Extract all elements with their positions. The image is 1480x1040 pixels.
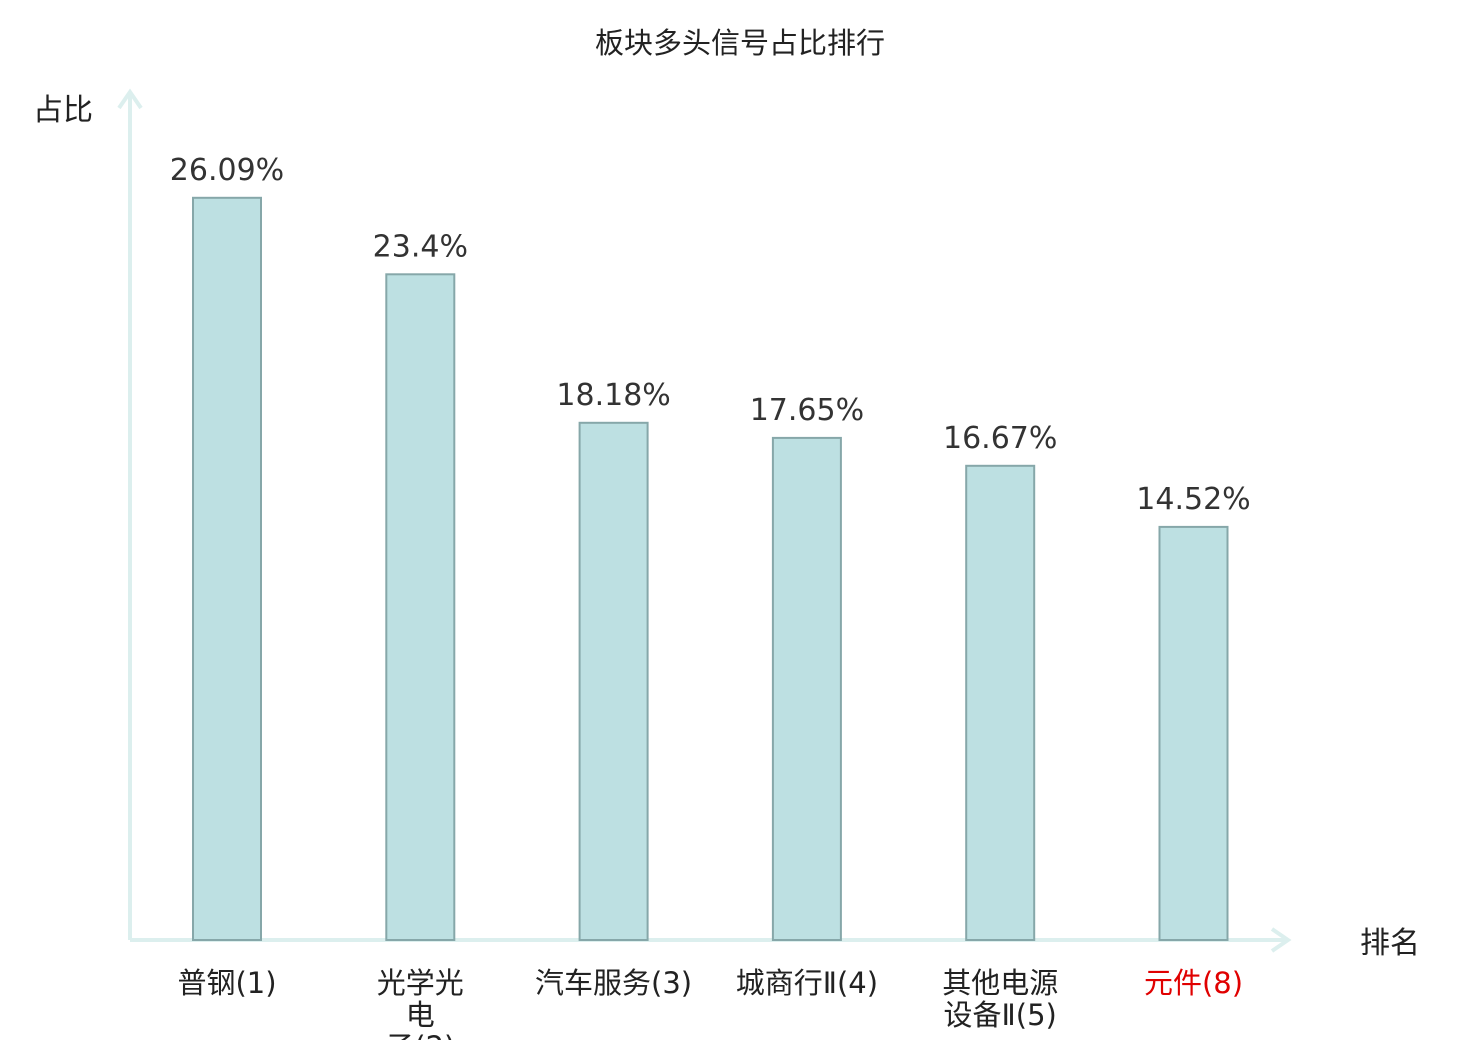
chart-title: 板块多头信号占比排行 [595, 26, 885, 60]
bar-2 [385, 273, 456, 941]
category-label-1: 普钢(1) [177, 966, 276, 1000]
bar-5 [965, 464, 1036, 941]
category-label-line: 其他电源 [942, 966, 1058, 1000]
category-label-line: 子(2) [385, 1030, 455, 1040]
value-label-2: 23.4% [373, 229, 468, 264]
category-label-5: 其他电源设备Ⅱ(5) [942, 966, 1058, 1032]
y-axis [117, 88, 143, 940]
category-label-line: 电 [406, 998, 435, 1032]
category-label-line: 城商行Ⅱ(4) [736, 966, 878, 1000]
category-label-line: 普钢(1) [177, 966, 276, 1000]
category-label-4: 城商行Ⅱ(4) [736, 966, 878, 1000]
value-labels-group: 26.09% 23.4% 18.18% 17.65% 16.67% 14.52% [170, 153, 1251, 517]
value-label-4: 17.65% [750, 393, 864, 428]
y-axis-title: 占比 [33, 93, 93, 128]
category-labels-group: 普钢(1) 光学光电子(2) 汽车服务(3) 城商行Ⅱ(4) 其他电源设备Ⅱ(5) 元件(… [177, 966, 1243, 1040]
category-label-line: 光学光 [377, 966, 464, 1000]
category-label-line: 设备Ⅱ(5) [944, 998, 1057, 1032]
x-axis-title: 排名 [1360, 926, 1420, 961]
bar-3 [578, 421, 649, 941]
value-label-6: 14.52% [1136, 482, 1250, 517]
category-label-line: 汽车服务(3) [535, 966, 692, 1000]
bar-6 [1158, 525, 1229, 942]
bar-1 [192, 196, 262, 942]
category-label-line: 元件(8) [1144, 966, 1243, 1000]
value-label-1: 26.09% [170, 153, 284, 188]
bar-4 [771, 436, 842, 941]
bars-group [192, 196, 1229, 942]
category-label-6: 元件(8) [1144, 966, 1243, 1000]
x-axis [130, 927, 1292, 953]
category-label-3: 汽车服务(3) [535, 966, 692, 1000]
value-label-3: 18.18% [556, 378, 670, 413]
category-label-2: 光学光电子(2) [377, 966, 464, 1040]
value-label-5: 16.67% [943, 421, 1057, 456]
